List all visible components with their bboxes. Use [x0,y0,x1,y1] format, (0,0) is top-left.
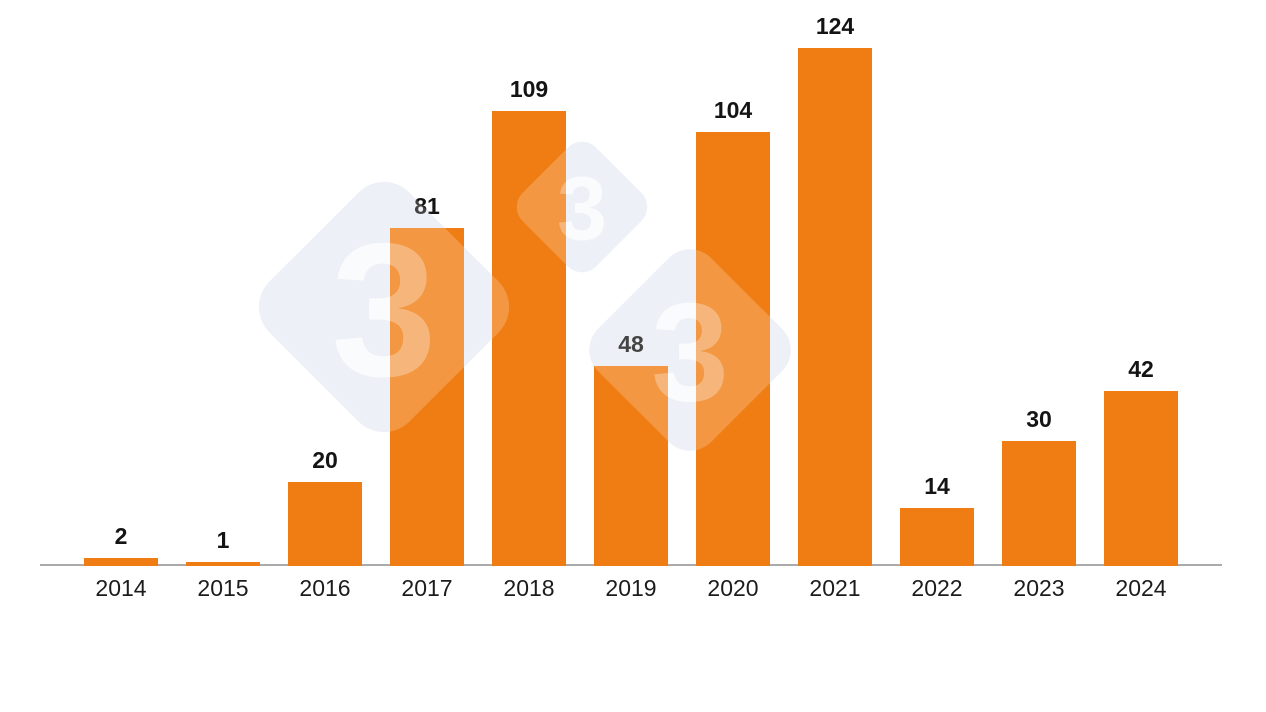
x-tick-label-2022: 2022 [911,575,963,601]
bar-2020 [696,132,770,566]
x-tick-label-2019: 2019 [605,575,657,601]
value-label-2024: 42 [1128,356,1154,382]
value-label-2015: 1 [216,527,230,553]
x-tick-label-2024: 2024 [1115,575,1167,601]
x-tick-label-2021: 2021 [809,575,861,601]
value-label-2019: 48 [618,331,644,357]
bar-2019 [594,366,668,566]
bar-2015 [186,562,260,566]
value-label-2014: 2 [114,523,128,549]
bar-2022 [900,508,974,566]
value-label-2020: 104 [713,97,753,123]
bar-2017 [390,228,464,566]
bar-2014 [84,558,158,566]
x-tick-label-2023: 2023 [1013,575,1065,601]
x-tick-label-2018: 2018 [503,575,555,601]
bar-2021 [798,48,872,566]
bar-2018 [492,111,566,566]
bar-2024 [1104,391,1178,566]
x-tick-label-2017: 2017 [401,575,453,601]
value-label-2016: 20 [312,447,338,473]
x-tick-label-2014: 2014 [95,575,147,601]
value-label-2023: 30 [1026,406,1052,432]
x-tick-label-2020: 2020 [707,575,759,601]
bar-2023 [1002,441,1076,566]
x-tick-label-2015: 2015 [197,575,249,601]
x-tick-label-2016: 2016 [299,575,351,601]
value-label-2021: 124 [815,13,855,39]
value-label-2018: 109 [509,76,549,102]
bar-2016 [288,482,362,566]
value-label-2022: 14 [924,473,950,499]
value-label-2017: 81 [414,193,440,219]
